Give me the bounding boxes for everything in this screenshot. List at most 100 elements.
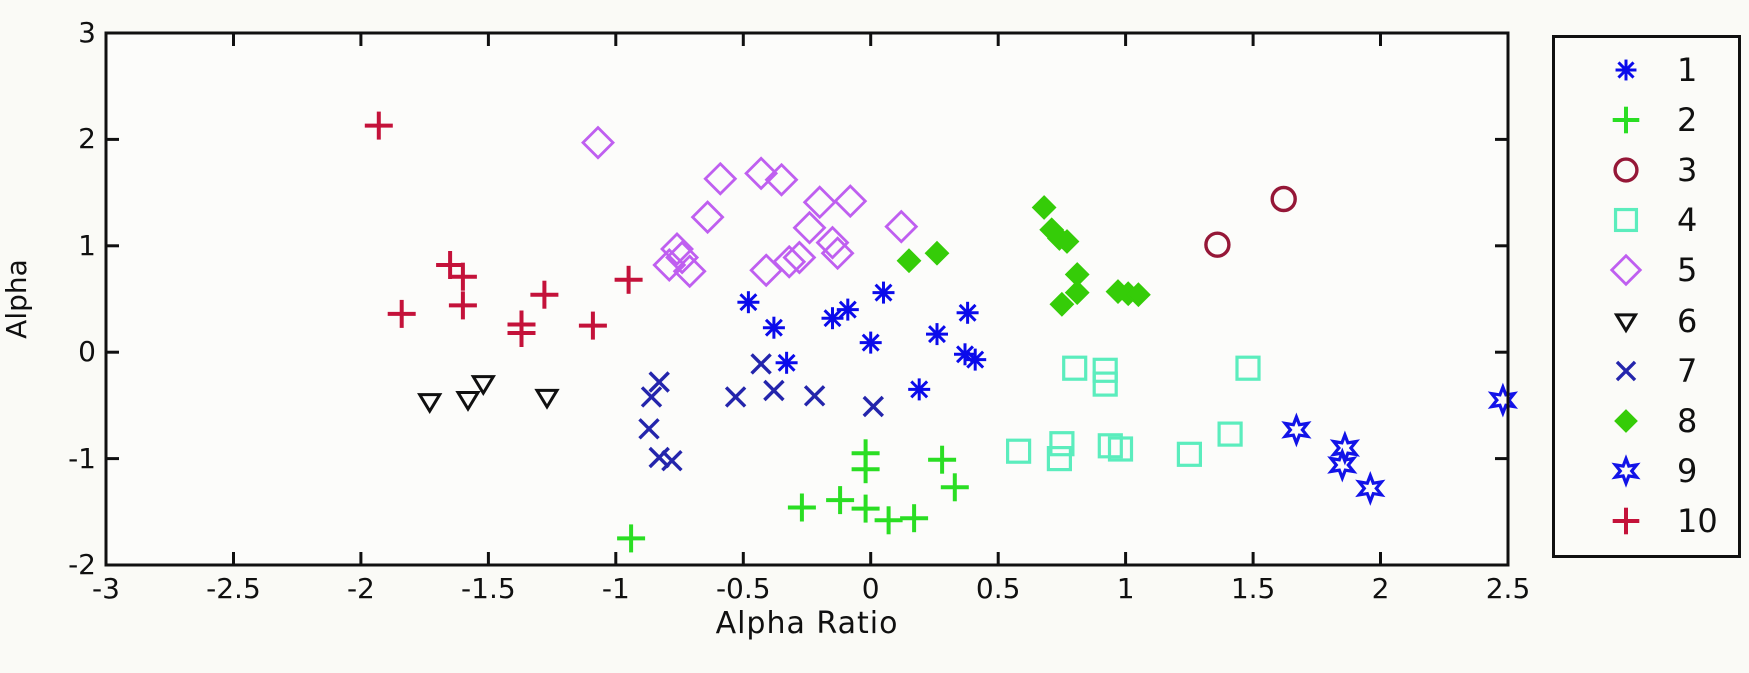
data-point-series-6 — [470, 375, 496, 396]
legend-diamond-filled-icon — [1614, 408, 1638, 433]
data-point-series-6 — [417, 393, 443, 414]
data-point-series-4 — [1092, 371, 1118, 397]
legend-plus-icon — [1612, 106, 1640, 134]
data-point-series-7 — [750, 353, 772, 375]
data-point-series-8 — [1031, 195, 1057, 220]
data-point-series-5 — [744, 156, 779, 191]
plot-area — [106, 33, 1508, 565]
data-point-series-3 — [1204, 231, 1231, 258]
data-point-series-1 — [964, 348, 987, 371]
data-point-series-5 — [833, 184, 868, 219]
x-tick-label: 1.5 — [1230, 572, 1276, 605]
x-tick-label: -1 — [601, 572, 630, 605]
data-point-series-9 — [1355, 470, 1386, 506]
data-point-series-5 — [820, 236, 855, 271]
data-point-series-8 — [924, 240, 950, 266]
data-point-series-7 — [763, 379, 785, 402]
data-point-series-3 — [1270, 185, 1297, 213]
legend-item-label: 7 — [1677, 351, 1698, 390]
y-tick-label: -1 — [68, 441, 96, 475]
data-point-series-4 — [1062, 355, 1088, 381]
data-point-series-2 — [851, 455, 880, 484]
legend-item-9: 9 — [1555, 451, 1738, 491]
data-point-series-2 — [826, 486, 855, 515]
data-point-series-4 — [1217, 421, 1243, 447]
data-point-series-2 — [851, 494, 880, 523]
x-tick-label: -0.5 — [715, 572, 771, 605]
data-point-series-5 — [690, 200, 725, 235]
data-point-series-2 — [787, 493, 816, 522]
data-point-series-4 — [1092, 357, 1118, 383]
legend-item-3: 3 — [1555, 150, 1738, 190]
legend-item-5: 5 — [1555, 250, 1738, 290]
data-point-series-5 — [581, 125, 615, 160]
x-tick-label: -2.5 — [206, 572, 261, 605]
data-point-series-8 — [896, 248, 922, 274]
data-point-series-10 — [436, 251, 465, 279]
legend-item-2: 2 — [1555, 100, 1738, 140]
data-point-series-4 — [1005, 438, 1032, 464]
data-point-series-2 — [617, 524, 646, 553]
x-tick-label: 1 — [1116, 572, 1135, 605]
data-point-series-7 — [640, 386, 663, 408]
data-point-series-10 — [507, 319, 536, 347]
legend-triangle-down-icon — [1613, 312, 1639, 333]
data-point-series-5 — [884, 209, 919, 244]
y-tick-label: -2 — [68, 548, 96, 581]
legend-item-1: 1 — [1555, 50, 1738, 90]
data-point-series-1 — [859, 331, 882, 354]
y-tick-label: 3 — [78, 16, 96, 49]
x-tick-label: 0.5 — [975, 572, 1021, 605]
legend-item-label: 6 — [1677, 301, 1698, 340]
legend-asterisk-icon — [1615, 59, 1637, 81]
legend-box: 1 2 3 4 5 6 7 8 9 10 — [1552, 35, 1741, 558]
data-point-series-1 — [737, 291, 760, 314]
legend-item-label: 3 — [1677, 151, 1698, 190]
legend-item-6: 6 — [1555, 301, 1738, 341]
data-point-series-1 — [956, 301, 979, 324]
data-point-series-5 — [652, 248, 687, 282]
x-tick-label: 2 — [1371, 572, 1390, 605]
data-point-series-7 — [648, 446, 670, 469]
y-axis-label: Alpha — [0, 259, 33, 339]
x-tick-label: -3 — [92, 572, 120, 605]
data-point-series-6 — [534, 388, 560, 410]
legend-item-7: 7 — [1555, 351, 1738, 391]
legend-item-4: 4 — [1555, 200, 1738, 240]
x-tick-label: 2.5 — [1485, 572, 1531, 605]
legend-item-label: 9 — [1677, 451, 1698, 490]
legend-item-label: 2 — [1677, 101, 1698, 140]
data-point-series-5 — [772, 244, 807, 279]
legend-item-label: 10 — [1677, 501, 1718, 540]
data-point-series-9 — [1487, 382, 1519, 418]
legend-item-label: 5 — [1677, 251, 1698, 290]
legend-square-icon — [1613, 208, 1639, 233]
x-tick-label: -1.5 — [461, 572, 516, 605]
data-point-series-8 — [1064, 280, 1090, 306]
data-point-series-5 — [660, 232, 694, 266]
legend-plus-icon — [1612, 507, 1640, 535]
data-point-series-5 — [703, 161, 738, 196]
data-point-series-8 — [1125, 282, 1151, 308]
legend-item-label: 4 — [1677, 201, 1698, 240]
data-point-series-2 — [900, 504, 929, 533]
data-point-series-1 — [872, 281, 895, 304]
data-point-series-4 — [1176, 441, 1203, 467]
data-point-series-10 — [448, 262, 477, 291]
data-point-series-4 — [1235, 355, 1261, 381]
x-tick-label: -2 — [346, 572, 375, 605]
data-point-series-8 — [1054, 229, 1080, 254]
data-point-series-5 — [764, 162, 799, 197]
data-point-series-1 — [836, 298, 859, 321]
data-point-series-4 — [1049, 431, 1075, 457]
data-point-series-2 — [928, 445, 957, 474]
data-point-series-7 — [661, 449, 683, 472]
data-point-series-1 — [762, 316, 785, 339]
legend-item-label: 8 — [1677, 401, 1698, 440]
y-tick-label: 0 — [78, 335, 96, 369]
legend-item-8: 8 — [1555, 401, 1738, 441]
data-point-series-6 — [455, 391, 481, 412]
data-point-series-5 — [672, 254, 707, 289]
data-point-series-10 — [448, 291, 477, 320]
